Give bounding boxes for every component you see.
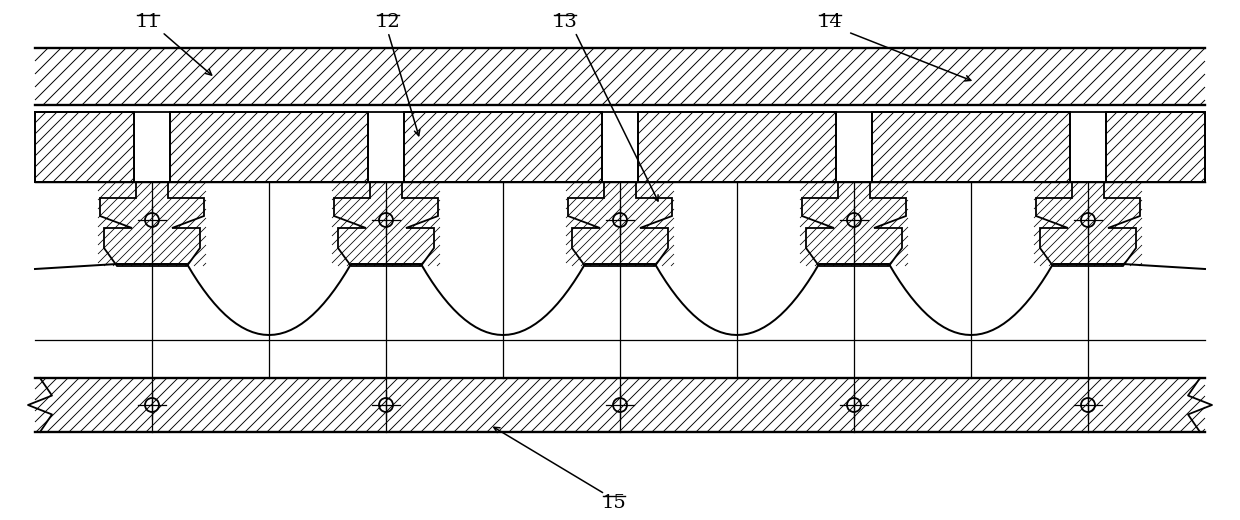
Polygon shape: [802, 182, 906, 266]
Polygon shape: [35, 378, 1205, 432]
Polygon shape: [35, 48, 1205, 105]
Polygon shape: [35, 112, 134, 182]
Polygon shape: [1106, 112, 1205, 182]
Polygon shape: [100, 182, 205, 266]
Text: 13: 13: [553, 13, 578, 31]
Polygon shape: [568, 182, 672, 266]
Polygon shape: [170, 112, 368, 182]
Text: 14: 14: [817, 13, 842, 31]
Polygon shape: [639, 112, 836, 182]
Polygon shape: [872, 112, 1070, 182]
Polygon shape: [1035, 182, 1140, 266]
Text: 15: 15: [601, 494, 626, 512]
Text: 12: 12: [376, 13, 401, 31]
Polygon shape: [404, 112, 601, 182]
Polygon shape: [334, 182, 438, 266]
Text: 11: 11: [135, 13, 160, 31]
